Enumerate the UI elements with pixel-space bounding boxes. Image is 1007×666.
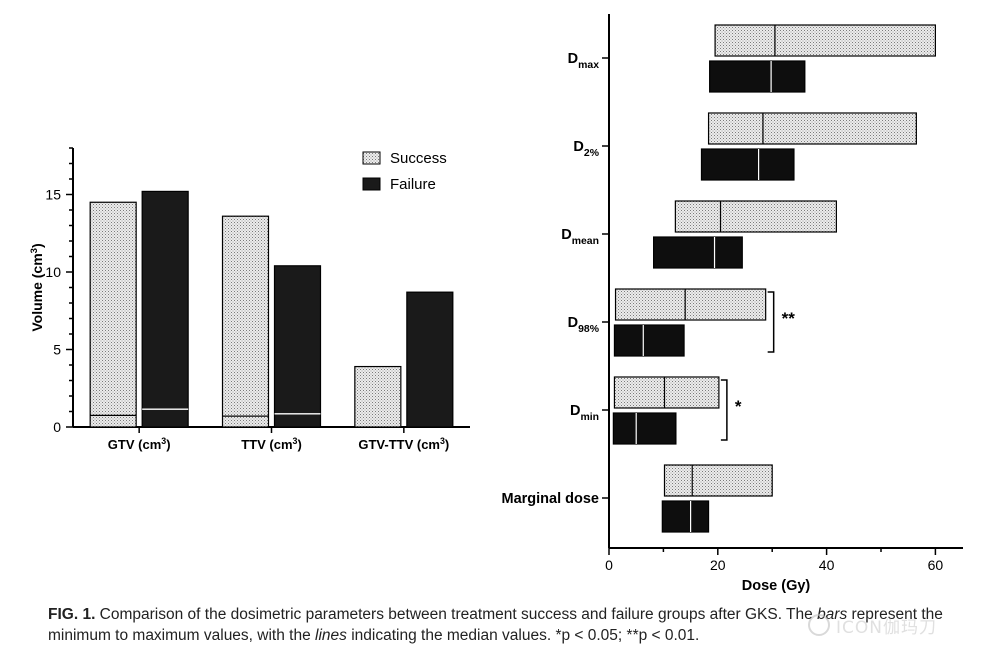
y-axis-title: Volume (cm3) [29,243,45,331]
y-tick-label: D2% [573,139,599,159]
bar-success [89,201,137,428]
significance-bracket [767,291,775,353]
bar-success [221,215,270,428]
y-tick-label: Dmin [570,403,599,423]
legend-swatch-failure [362,177,381,191]
volume-bar-chart: 0 5 10 15 Volume (cm3) GTV (cm3) TTV (cm3) GTV-… [29,147,470,452]
y-tick-label: Marginal dose [502,491,600,507]
caption-italic-lines: lines [315,627,347,644]
range-bar-failure [653,236,743,269]
caption-text-1: Comparison of the dosimetric parameters … [95,606,818,623]
range-bar-success [613,376,720,409]
bar-failure [141,190,189,428]
legend-label-failure: Failure [390,176,436,193]
range-bar-failure [612,412,677,445]
range-bar-success [714,24,937,57]
y-tick-label: 0 [53,419,61,435]
x-tick-label: TTV (cm3) [241,436,302,452]
x-tick-label: 0 [605,557,613,573]
range-bar-failure [700,148,795,181]
y-tick-label: 15 [45,187,61,203]
x-tick-label: 60 [928,557,944,573]
figure-caption: FIG. 1. Comparison of the dosimetric par… [48,604,988,646]
legend-swatch-success [362,151,381,165]
legend-label-success: Success [390,150,447,167]
range-bar-failure [661,500,710,533]
significance-bracket [720,379,728,441]
caption-text-2: represent the minimum to maximum values,… [48,606,943,644]
figure-canvas: 0 5 10 15 Volume (cm3) GTV (cm3) TTV (cm3) GTV-… [29,14,963,594]
bar-success [354,365,402,428]
range-bar-success [707,112,917,145]
significance-label: * [735,397,742,416]
watermark-text: ICON伽玛刀 [836,617,937,638]
bar-failure [273,265,322,428]
range-bar-success [614,288,767,321]
y-tick-label: 10 [45,264,61,280]
y-tick-label: D98% [568,315,599,335]
bar-failure [406,291,454,428]
x-tick-label: 20 [710,557,726,573]
significance-label: ** [782,309,796,328]
range-bar-success [663,464,773,497]
dose-range-chart: 0 20 40 60 Dose (Gy) Dmax D2% Dmean D98% Dmin Marg… [502,14,963,594]
x-tick-label: 40 [819,557,835,573]
y-tick-label: 5 [53,342,61,358]
range-bar-failure [709,60,806,93]
x-tick-label: GTV-TTV (cm3) [358,436,449,452]
watermark: ICON伽玛刀 [808,612,978,638]
y-tick-label: Dmax [568,51,600,71]
caption-label: FIG. 1. [48,606,96,623]
caption-text-3: indicating the median values. *p < 0.05;… [346,627,700,644]
range-bar-failure [613,324,685,357]
range-bar-success [674,200,837,233]
watermark-logo-icon [808,614,830,636]
x-tick-label: GTV (cm3) [108,436,171,452]
y-tick-label: Dmean [561,227,599,247]
x-axis-title: Dose (Gy) [742,578,811,594]
